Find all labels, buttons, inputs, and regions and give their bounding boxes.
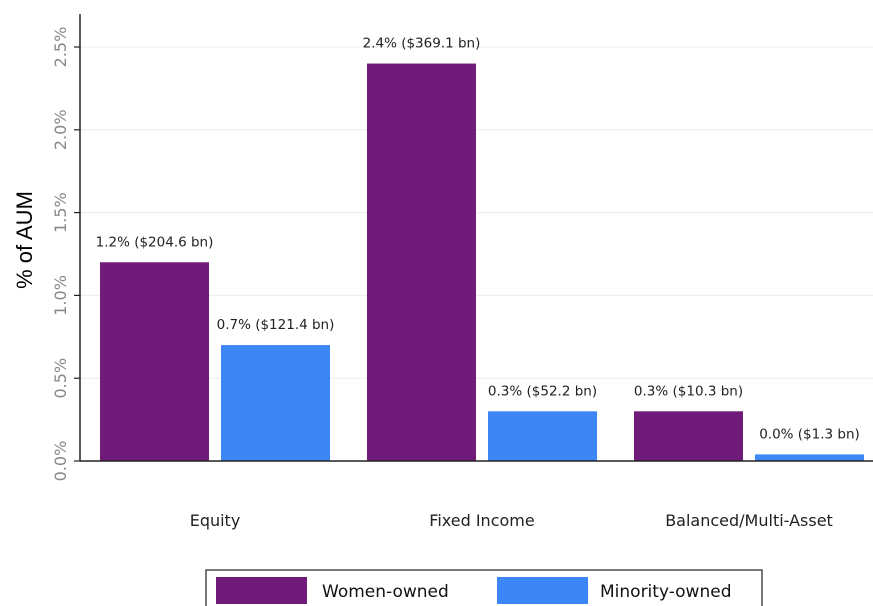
data-label: 0.0% ($1.3 bn) bbox=[759, 426, 860, 442]
axes bbox=[79, 14, 873, 462]
bars bbox=[100, 63, 864, 462]
legend-swatch bbox=[497, 577, 588, 604]
grid-lines bbox=[80, 46, 873, 379]
bar-women-owned-1 bbox=[367, 63, 476, 462]
x-tick-label: Fixed Income bbox=[429, 511, 534, 530]
y-tick-label: 2.5% bbox=[51, 27, 70, 68]
y-tick-labels: 0.0% 0.5% 1.0% 1.5% 2.0% 2.5% bbox=[51, 27, 80, 482]
x-tick-label: Balanced/Multi-Asset bbox=[665, 511, 833, 530]
legend: Women-owned Minority-owned bbox=[205, 569, 763, 606]
y-tick-label: 2.0% bbox=[51, 109, 70, 150]
x-tick-label: Equity bbox=[190, 511, 241, 530]
legend-swatch bbox=[216, 577, 307, 604]
data-label: 2.4% ($369.1 bn) bbox=[363, 36, 481, 52]
bar-women-owned-2 bbox=[634, 411, 743, 461]
y-tick-label: 0.5% bbox=[51, 358, 70, 399]
x-tick-labels: Equity Fixed Income Balanced/Multi-Asset bbox=[190, 511, 833, 530]
bar-minority-owned-0 bbox=[221, 345, 330, 461]
bar-minority-owned-1 bbox=[488, 411, 597, 461]
bar-women-owned-0 bbox=[100, 262, 209, 461]
y-tick-label: 1.0% bbox=[51, 275, 70, 316]
data-label: 0.3% ($10.3 bn) bbox=[634, 383, 743, 399]
legend-label: Minority-owned bbox=[600, 582, 731, 602]
bar-minority-owned-2 bbox=[755, 454, 864, 461]
data-label: 1.2% ($204.6 bn) bbox=[96, 234, 214, 250]
y-axis-title: % of AUM bbox=[12, 191, 37, 289]
legend-label: Women-owned bbox=[322, 582, 449, 602]
data-labels: 1.2% ($204.6 bn) 0.7% ($121.4 bn) 2.4% ($3… bbox=[96, 36, 860, 443]
data-label: 0.3% ($52.2 bn) bbox=[488, 383, 597, 399]
y-tick-label: 0.0% bbox=[51, 441, 70, 482]
y-tick-label: 1.5% bbox=[51, 192, 70, 233]
data-label: 0.7% ($121.4 bn) bbox=[217, 317, 335, 333]
